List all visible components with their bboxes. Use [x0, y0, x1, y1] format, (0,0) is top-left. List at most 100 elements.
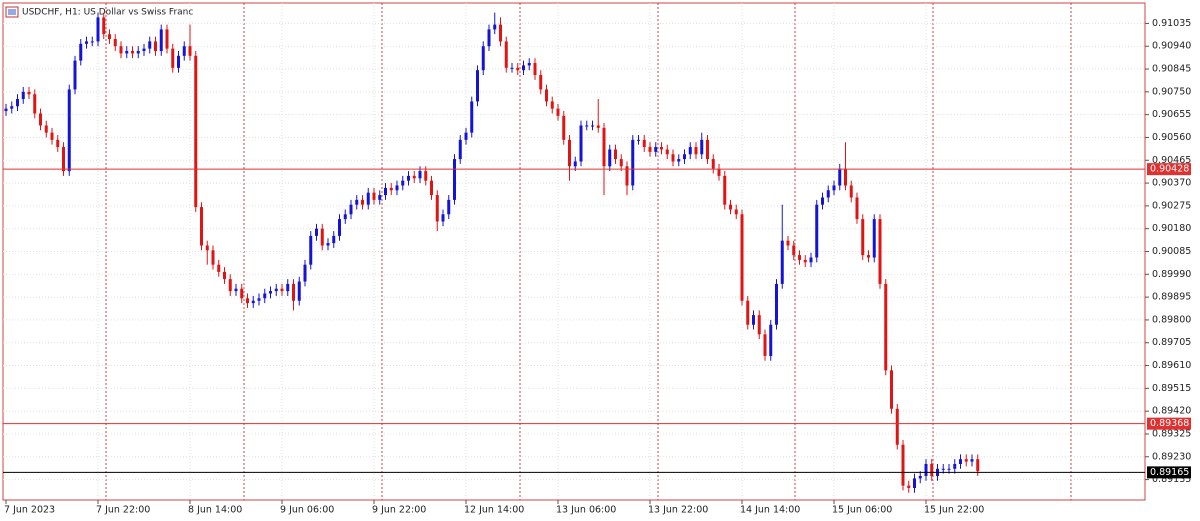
candle-body: [309, 235, 313, 265]
candle-body: [188, 46, 192, 56]
candle-body: [924, 463, 928, 476]
candle-body: [504, 41, 508, 68]
candle-body: [447, 199, 451, 215]
candle-body: [872, 219, 876, 258]
candle-body: [527, 63, 531, 66]
candle-body: [476, 70, 479, 102]
candle-body: [470, 101, 474, 133]
price-label: 0.89165: [1150, 467, 1189, 478]
candle-body: [585, 125, 589, 127]
chart-title: USDCHF, H1: US Dollar vs Swiss Franc: [22, 8, 193, 18]
candle-body: [90, 41, 94, 43]
candle-body: [930, 463, 934, 476]
candle-body: [608, 149, 612, 167]
candle-body: [798, 255, 801, 260]
candle-body: [16, 99, 19, 107]
candle-body: [533, 63, 537, 76]
y-tick-label: 0.89515: [1152, 383, 1191, 394]
candle-body: [320, 228, 324, 246]
candle-body: [688, 147, 692, 155]
candle-body: [79, 43, 83, 61]
candle-body: [637, 139, 640, 141]
candle-body: [510, 67, 514, 69]
candle-body: [102, 17, 106, 35]
candle-body: [165, 29, 169, 49]
x-tick-label: 14 Jun 14:00: [740, 505, 800, 516]
candle-body: [395, 185, 399, 191]
candle-body: [349, 204, 353, 215]
candle-body: [556, 108, 560, 116]
candle-body: [596, 125, 600, 128]
candle-body: [435, 195, 439, 222]
y-tick-label: 0.89990: [1152, 269, 1191, 280]
candle-body: [654, 147, 658, 152]
candle-body: [907, 485, 911, 488]
candle-body: [861, 219, 865, 256]
candle-body: [67, 89, 71, 172]
candle-body: [10, 106, 14, 109]
candle-body: [108, 34, 111, 40]
candle-body: [711, 159, 715, 169]
y-tick-label: 0.90560: [1152, 132, 1191, 143]
candle-body: [959, 459, 962, 464]
candle-body: [642, 139, 646, 148]
y-tick-label: 0.89610: [1152, 360, 1191, 371]
candle-body: [913, 478, 916, 488]
x-tick-label: 12 Jun 14:00: [464, 505, 524, 516]
candle-body: [21, 91, 25, 100]
candle-body: [522, 65, 525, 71]
x-tick-label: 8 Jun 14:00: [188, 505, 242, 516]
candle-body: [177, 55, 180, 68]
candle-body: [119, 46, 123, 54]
candle-body: [953, 463, 957, 469]
y-tick-label: 0.90655: [1152, 109, 1191, 120]
y-tick-label: 0.89705: [1152, 337, 1191, 348]
candle-body: [401, 180, 405, 186]
candle-body: [303, 264, 307, 282]
candle-body: [683, 154, 686, 160]
candle-body: [464, 132, 468, 140]
candle-body: [136, 51, 140, 54]
candle-body: [964, 459, 968, 462]
candle-body: [338, 219, 341, 236]
candle-body: [234, 288, 238, 292]
x-tick-label: 9 Jun 06:00: [280, 505, 334, 516]
price-label: 0.90428: [1150, 164, 1189, 175]
candle-body: [39, 113, 42, 126]
candle-body: [159, 29, 163, 52]
candle-body: [493, 24, 497, 30]
candle-body: [44, 125, 48, 133]
y-tick-label: 0.90275: [1152, 200, 1191, 211]
candle-body: [838, 168, 842, 186]
candle-body: [539, 75, 543, 90]
candle-body: [441, 214, 445, 222]
candle-body: [418, 171, 422, 179]
candle-body: [849, 185, 853, 198]
candle-body: [625, 166, 629, 186]
candle-body: [660, 147, 663, 150]
candle-body: [694, 147, 698, 155]
candle-body: [780, 240, 784, 284]
candle-body: [631, 139, 635, 186]
candle-body: [884, 283, 888, 371]
x-tick-label: 13 Jun 22:00: [648, 505, 708, 516]
y-tick-label: 0.90465: [1152, 155, 1191, 166]
candle-body: [171, 48, 175, 68]
candle-body: [372, 192, 376, 200]
candle-body: [292, 283, 295, 301]
candle-body: [142, 48, 146, 52]
y-tick-label: 0.89800: [1152, 314, 1191, 325]
candle-body: [700, 139, 704, 155]
candle-body: [821, 197, 824, 205]
candle-body: [4, 108, 8, 112]
candle-body: [815, 204, 819, 258]
candle-body: [976, 459, 980, 472]
y-tick-label: 0.90940: [1152, 41, 1191, 52]
candle-body: [85, 41, 88, 44]
candle-body: [895, 408, 899, 445]
x-tick-label: 15 Jun 22:00: [924, 505, 984, 516]
y-tick-label: 0.90370: [1152, 178, 1191, 189]
candle-body: [579, 125, 583, 162]
candle-body: [803, 259, 807, 263]
candle-body: [717, 168, 721, 176]
